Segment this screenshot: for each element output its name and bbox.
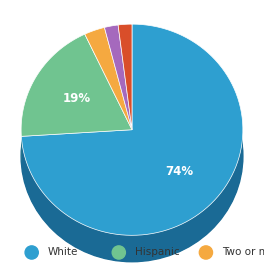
Polygon shape [118, 24, 132, 130]
Text: Two or more: Two or more [222, 248, 264, 258]
Text: 74%: 74% [165, 165, 193, 178]
Polygon shape [105, 25, 132, 130]
Polygon shape [85, 28, 132, 130]
Polygon shape [21, 130, 243, 262]
Circle shape [25, 246, 38, 259]
Circle shape [199, 246, 213, 259]
Circle shape [112, 246, 125, 259]
Polygon shape [21, 34, 132, 136]
Ellipse shape [21, 50, 243, 262]
Text: Hispanic: Hispanic [135, 248, 179, 258]
Text: White: White [48, 248, 78, 258]
Polygon shape [21, 24, 243, 235]
Text: 19%: 19% [63, 92, 91, 105]
